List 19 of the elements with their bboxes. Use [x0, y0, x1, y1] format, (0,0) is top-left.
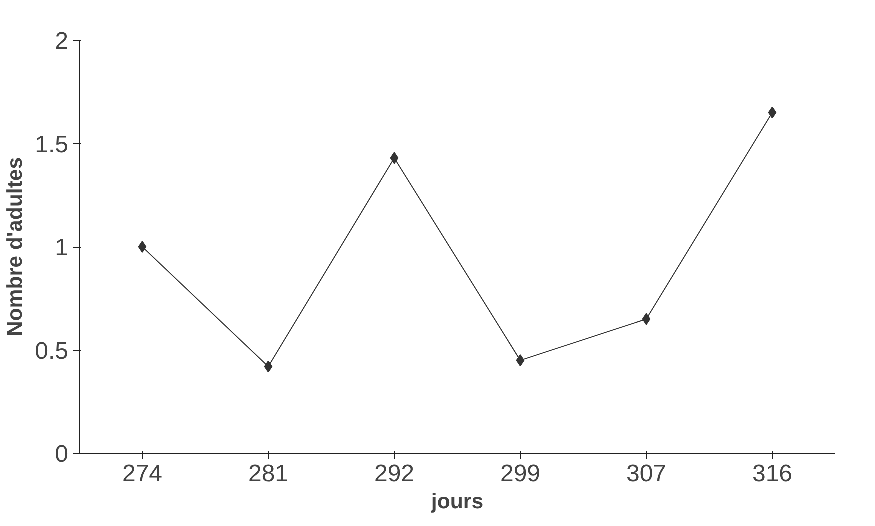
point	[390, 152, 399, 164]
y-tick-label: 0	[55, 441, 69, 468]
y-tick-label: 2	[55, 28, 69, 55]
x-tick-label: 307	[626, 460, 667, 488]
x-axis-title: jours	[430, 490, 484, 514]
y-tick-label: 1.5	[35, 131, 69, 158]
point	[264, 360, 273, 373]
x-tick-label: 299	[500, 460, 541, 488]
point	[138, 241, 147, 253]
x-tick-label: 281	[248, 460, 289, 488]
x-tick-label: 316	[752, 460, 793, 488]
y-axis-title: Nombre d'adultes	[3, 157, 28, 337]
point	[642, 313, 651, 326]
y-tick-label: 0.5	[35, 338, 69, 365]
point	[516, 354, 525, 367]
point	[768, 106, 777, 119]
y-tick-label: 1	[55, 234, 69, 262]
x-tick-label: 292	[374, 460, 415, 488]
x-tick-label: 274	[122, 460, 163, 488]
